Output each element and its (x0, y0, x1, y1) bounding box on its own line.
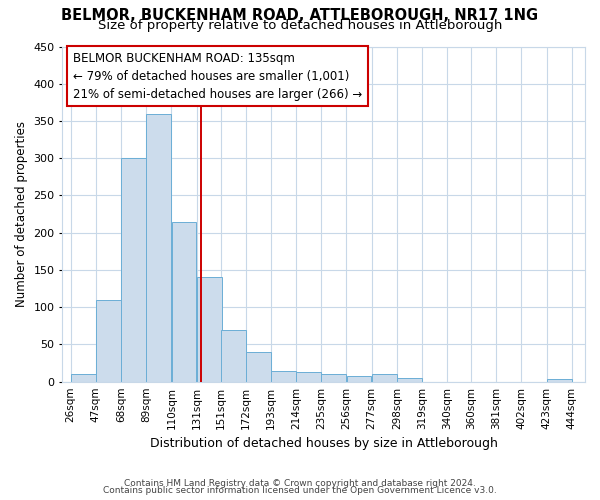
X-axis label: Distribution of detached houses by size in Attleborough: Distribution of detached houses by size … (150, 437, 497, 450)
Bar (547, 380, 572, 382)
Bar (146, 114, 171, 382)
Text: Contains public sector information licensed under the Open Government Licence v3: Contains public sector information licen… (103, 486, 497, 495)
Bar (71, 374, 96, 382)
Bar (322, 374, 346, 382)
Text: BELMOR, BUCKENHAM ROAD, ATTLEBOROUGH, NR17 1NG: BELMOR, BUCKENHAM ROAD, ATTLEBOROUGH, NR… (61, 8, 539, 22)
Bar (347, 376, 371, 382)
Bar (271, 370, 296, 382)
Bar (96, 300, 121, 382)
Bar (197, 278, 221, 382)
Text: BELMOR BUCKENHAM ROAD: 135sqm
← 79% of detached houses are smaller (1,001)
21% o: BELMOR BUCKENHAM ROAD: 135sqm ← 79% of d… (73, 52, 362, 100)
Bar (397, 378, 422, 382)
Text: Size of property relative to detached houses in Attleborough: Size of property relative to detached ho… (98, 18, 502, 32)
Bar (221, 330, 245, 382)
Bar (172, 222, 196, 382)
Text: Contains HM Land Registry data © Crown copyright and database right 2024.: Contains HM Land Registry data © Crown c… (124, 478, 476, 488)
Bar (121, 158, 146, 382)
Bar (296, 372, 321, 382)
Bar (372, 374, 397, 382)
Bar (246, 352, 271, 382)
Y-axis label: Number of detached properties: Number of detached properties (15, 121, 28, 307)
